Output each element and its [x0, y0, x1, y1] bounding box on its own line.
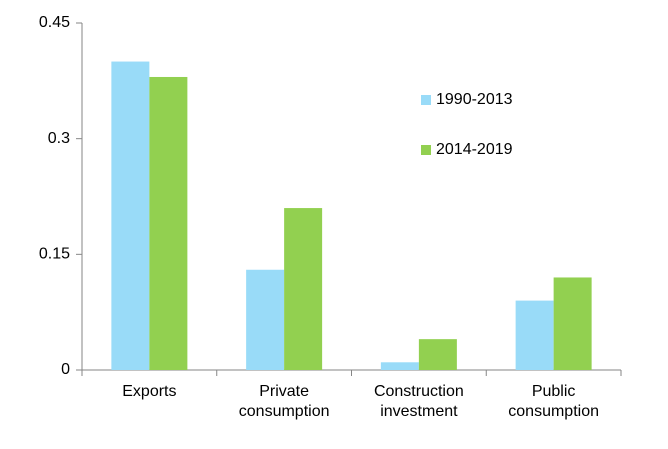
bar	[515, 300, 554, 370]
x-tick-label: Public consumption	[508, 383, 599, 420]
x-tick-label: Construction investment	[374, 383, 464, 420]
y-tick-label: 0.3	[48, 130, 70, 147]
bar	[553, 277, 592, 370]
legend-label: 2014-2019	[436, 141, 513, 158]
x-tick-label: Exports	[122, 383, 176, 400]
legend-swatch	[421, 145, 431, 155]
x-tick-label: Private consumption	[239, 383, 330, 420]
bar	[418, 339, 457, 370]
y-tick-label: 0.15	[39, 246, 70, 263]
bar	[246, 269, 285, 370]
y-tick-label: 0	[61, 361, 70, 378]
y-tick-label: 0.45	[39, 14, 70, 31]
legend-swatch	[421, 95, 431, 105]
bar	[284, 208, 323, 370]
legend-label: 1990-2013	[436, 91, 513, 108]
bar	[149, 76, 188, 370]
bar	[111, 61, 150, 371]
bar	[380, 362, 419, 370]
